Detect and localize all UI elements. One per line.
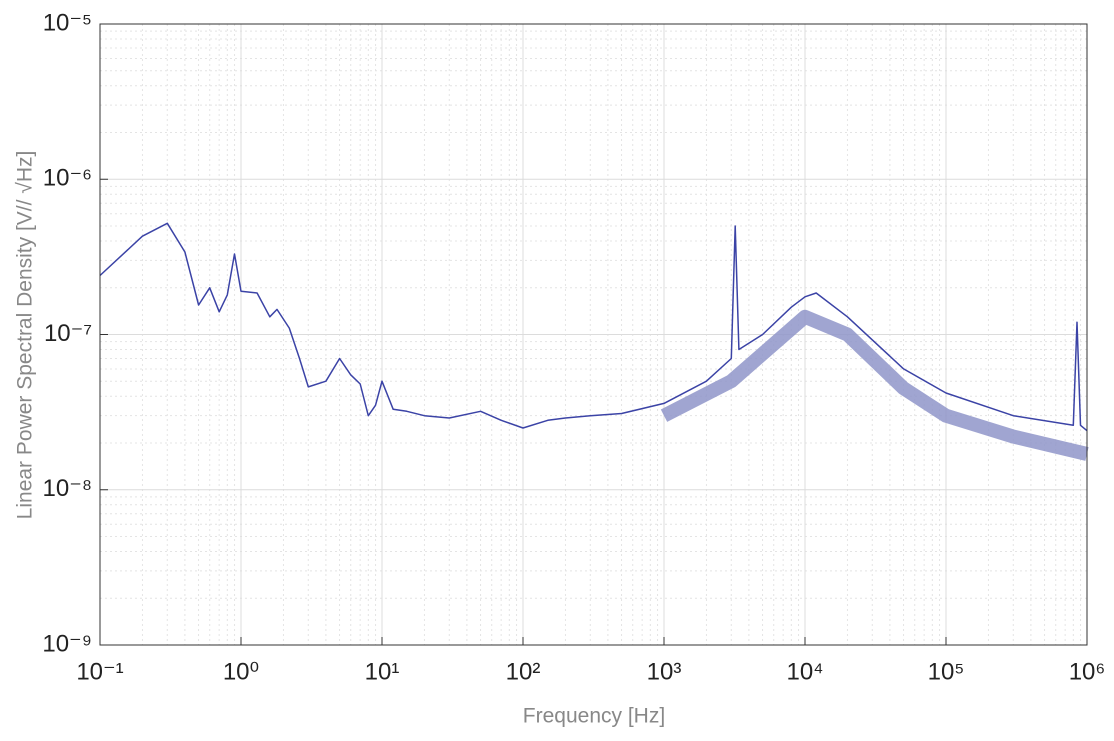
- x-tick-label: 10⁴: [786, 658, 823, 685]
- x-tick-label: 10¹: [365, 658, 400, 685]
- y-tick-label: 10⁻⁸: [43, 475, 93, 502]
- x-tick-label: 10⁶: [1069, 658, 1106, 685]
- x-tick-label: 10³: [647, 658, 682, 685]
- x-tick-label: 10⁻¹: [76, 658, 123, 685]
- x-tick-label: 10²: [506, 658, 541, 685]
- y-axis-label: Linear Power Spectral Density [V// √Hz]: [14, 151, 37, 520]
- plot-frame: [99, 23, 1088, 646]
- x-axis-label: Frequency [Hz]: [523, 705, 665, 728]
- y-tick-label: 10⁻⁹: [42, 630, 92, 657]
- data-line: [99, 222, 1088, 432]
- x-tick-label: 10⁰: [223, 658, 259, 685]
- y-tick-label: 10⁻⁶: [43, 165, 92, 192]
- y-tick-label: 10⁻⁵: [43, 9, 92, 36]
- x-tick-label: 10⁵: [928, 658, 965, 685]
- data-line: [660, 309, 1089, 461]
- y-tick-label: 10⁻⁷: [44, 320, 92, 347]
